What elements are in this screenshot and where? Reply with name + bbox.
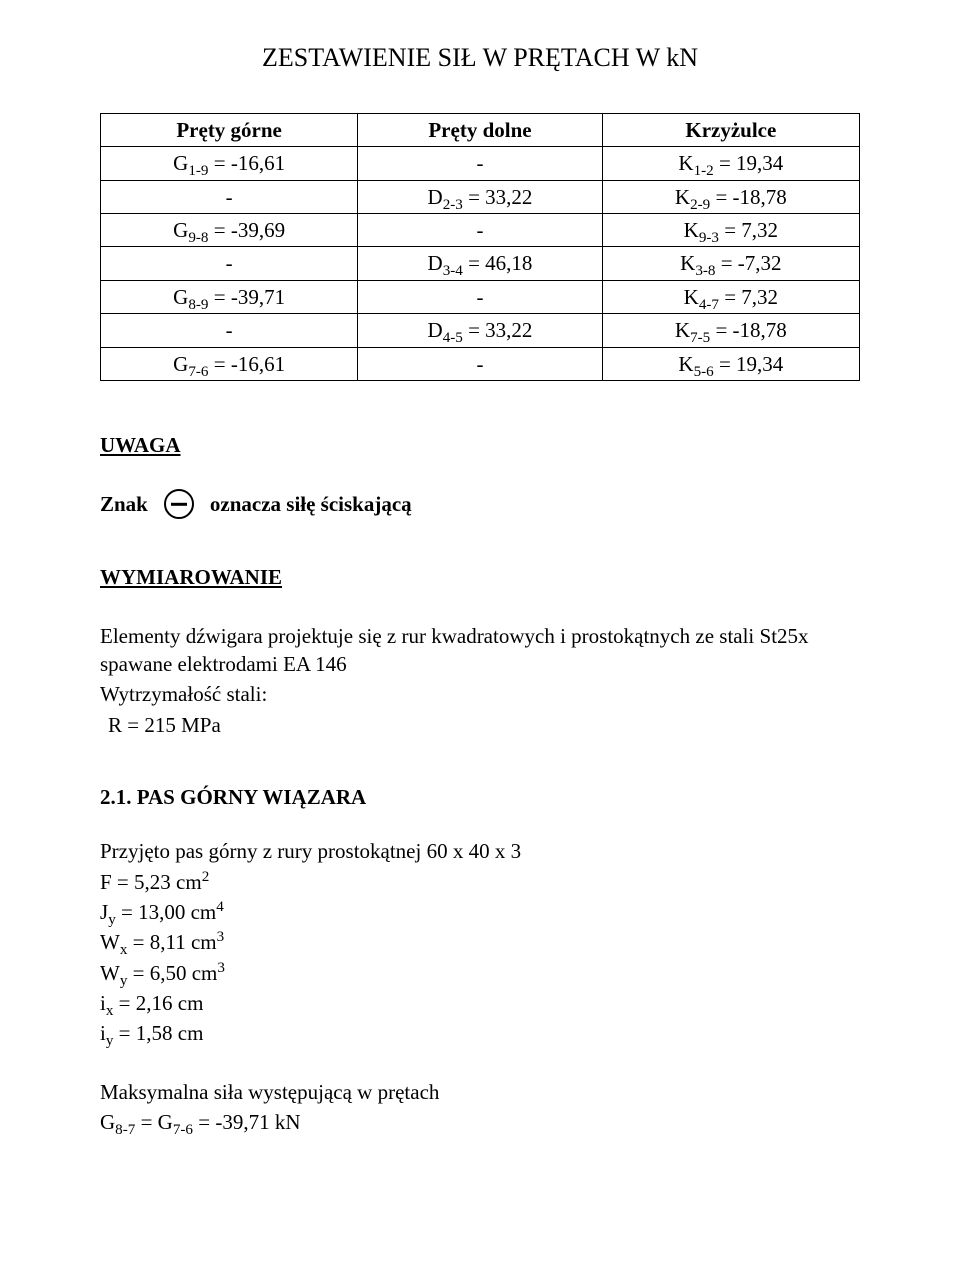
table-cell: D4-5 = 33,22 [358,314,602,347]
col-header: Pręty dolne [358,114,602,147]
property-line: Wy = 6,50 cm3 [100,959,860,987]
table-cell: G7-6 = -16,61 [101,347,358,380]
table-cell: - [358,347,602,380]
max-force-eq: G8-7 = G7-6 = -39,71 kN [100,1108,860,1136]
table-cell: D2-3 = 33,22 [358,180,602,213]
table-row: G7-6 = -16,61-K5-6 = 19,34 [101,347,860,380]
property-line: Wx = 8,11 cm3 [100,928,860,956]
table-cell: - [101,247,358,280]
uwaga-line: Znak oznacza siłę ściskającą [100,489,860,519]
table-row: -D3-4 = 46,18K3-8 = -7,32 [101,247,860,280]
table-cell: - [101,314,358,347]
table-cell: K1-2 = 19,34 [602,147,859,180]
table-cell: G1-9 = -16,61 [101,147,358,180]
table-cell: - [101,180,358,213]
property-line: ix = 2,16 cm [100,989,860,1017]
table-cell: K2-9 = -18,78 [602,180,859,213]
table-cell: G8-9 = -39,71 [101,280,358,313]
wym-line-2: Wytrzymałość stali: [100,680,860,708]
wym-line-3: R = 215 MPa [108,711,860,739]
property-line: Jy = 13,00 cm4 [100,898,860,926]
uwaga-desc: oznacza siłę ściskającą [210,490,412,518]
table-row: G1-9 = -16,61-K1-2 = 19,34 [101,147,860,180]
table-cell: G9-8 = -39,69 [101,214,358,247]
page-title: ZESTAWIENIE SIŁ W PRĘTACH W kN [100,40,860,75]
minus-circle-icon [164,489,194,519]
pas-block: Przyjęto pas górny z rury prostokątnej 6… [100,837,860,1047]
table-cell: - [358,214,602,247]
table-header-row: Pręty górne Pręty dolne Krzyżulce [101,114,860,147]
property-line: F = 5,23 cm2 [100,868,860,896]
table-cell: K9-3 = 7,32 [602,214,859,247]
znak-label: Znak [100,490,148,518]
uwaga-heading: UWAGA [100,431,860,459]
table-cell: K4-7 = 7,32 [602,280,859,313]
table-row: -D4-5 = 33,22K7-5 = -18,78 [101,314,860,347]
table-row: G9-8 = -39,69-K9-3 = 7,32 [101,214,860,247]
max-force-label: Maksymalna siła występującą w prętach [100,1078,860,1106]
table-cell: K5-6 = 19,34 [602,347,859,380]
forces-table: Pręty górne Pręty dolne Krzyżulce G1-9 =… [100,113,860,381]
table-row: -D2-3 = 33,22K2-9 = -18,78 [101,180,860,213]
table-cell: - [358,147,602,180]
property-line: iy = 1,58 cm [100,1019,860,1047]
pas-intro: Przyjęto pas górny z rury prostokątnej 6… [100,837,860,865]
wymiarowanie-heading: WYMIAROWANIE [100,563,860,591]
table-cell: K3-8 = -7,32 [602,247,859,280]
wymiarowanie-block: Elementy dźwigara projektuje się z rur k… [100,622,860,739]
wym-line-1: Elementy dźwigara projektuje się z rur k… [100,622,860,679]
table-cell: - [358,280,602,313]
table-row: G8-9 = -39,71-K4-7 = 7,32 [101,280,860,313]
table-cell: D3-4 = 46,18 [358,247,602,280]
table-cell: K7-5 = -18,78 [602,314,859,347]
col-header: Pręty górne [101,114,358,147]
col-header: Krzyżulce [602,114,859,147]
pas-heading: 2.1. PAS GÓRNY WIĄZARA [100,783,860,811]
